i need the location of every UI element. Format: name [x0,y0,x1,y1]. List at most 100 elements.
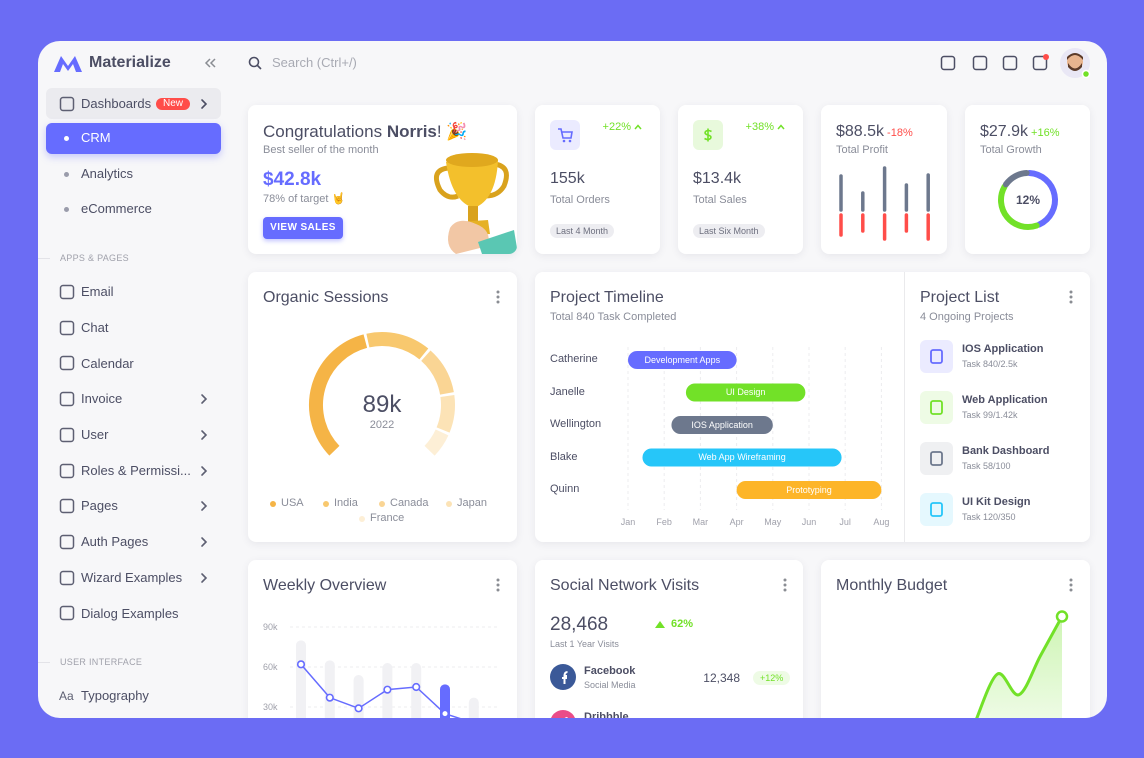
project-task: Task 58/100 [962,460,1011,471]
donut-segment [1002,170,1030,188]
gauge-segment [424,429,449,456]
icon-shape [59,284,75,300]
target: 78% of target 🤘 [263,193,346,206]
legend-label: Japan [457,497,487,510]
menu-dots[interactable] [1069,290,1073,304]
logo-shape [54,56,82,72]
menu-dots[interactable] [1069,578,1073,592]
icon[interactable] [1002,55,1018,71]
trophy-handle [485,161,509,199]
chevron [201,572,208,583]
stat-icon [550,120,580,150]
online-dot [1081,69,1091,79]
menu-item[interactable]: Dialog Examples [81,605,179,621]
menu-dots[interactable] [496,578,500,592]
stat-label: Total Orders [550,194,610,207]
gauge [309,332,455,456]
collapse-line [209,58,216,68]
search-lens [248,56,260,68]
donut-segment [1026,170,1058,228]
menu-dots[interactable] [496,290,500,304]
notify-dot [1043,54,1049,60]
menu-item[interactable]: Pages [81,498,118,514]
line-point [325,693,334,702]
icon[interactable] [1032,54,1049,71]
menu-item[interactable]: Typography [81,688,149,704]
icon-shape [59,391,75,407]
menu-item[interactable]: Auth Pages [81,534,149,550]
task-bar [642,448,842,467]
card: Organic Sessions 89k 2022 USA India Canada Jap… [248,272,517,542]
menu-item[interactable]: Roles & Permissi... [81,462,191,478]
icon-shape [59,570,75,585]
bar [324,660,335,718]
project-name: Bank Dashboard [962,445,1050,458]
icon-glyph [704,128,712,142]
icon [59,498,75,514]
menu-item[interactable]: eCommerce [81,201,152,217]
icon-shape [59,498,75,514]
dashboards-menu[interactable]: Dashboards New [46,88,221,119]
line [975,615,1064,718]
search-input[interactable]: Search (Ctrl+/) [272,55,357,71]
headline-change: -18% [887,127,913,139]
bullet [64,206,69,212]
social-circle [551,710,575,718]
icon-shape [59,320,75,335]
stat-icon [693,120,723,150]
menu-item[interactable]: User [81,427,109,442]
project-task: Task 840/2.5k [962,358,1018,369]
person: Wellington [550,418,602,431]
bar [296,640,306,718]
stat-label: Total Sales [693,194,747,207]
chevron-line [201,429,208,440]
icon-shape [59,463,75,478]
sleeve [478,230,517,254]
menu-item[interactable]: Analytics [81,166,134,182]
avatar[interactable] [1060,48,1091,79]
social-icon [550,664,576,690]
dollar [704,128,712,142]
month-label: Mar [692,516,709,527]
menu-item[interactable]: Wizard Examples [81,569,183,585]
trophy [433,153,517,254]
stat-value: 155k [550,170,585,188]
headline: $27.9k +16% [980,122,1060,143]
dot [783,588,787,592]
gauge-year: 2022 [369,419,395,432]
dot [496,290,500,294]
menu-item[interactable]: Calendar [81,355,134,371]
active-item[interactable] [46,123,221,154]
menu-item[interactable]: Email [81,284,114,300]
card: Weekly Overview 90k 60k 30k [248,560,517,718]
collapse-icon[interactable] [204,58,216,68]
card: +38% $13.4k Total Sales Last Six Month [678,105,803,254]
dot [1069,300,1073,304]
menu-item[interactable]: Chat [81,319,109,335]
donut-label: 12% [1015,192,1041,207]
menu-item[interactable]: Invoice [81,391,123,407]
button[interactable]: VIEW SALES [263,217,343,239]
social-glyph [562,671,568,684]
card: +22% 155k Total Orders Last 4 Month [535,105,660,254]
glyph [930,451,943,466]
trophy-rim [446,153,498,167]
line-point [383,685,392,694]
headline-change: +16% [1031,127,1060,139]
card-subtitle: 4 Ongoing Projects [920,311,1014,324]
chevron-line [201,394,208,404]
task-label: Web App Wireframing [698,452,786,463]
legend-dot [379,501,385,507]
chevron-line [201,572,208,583]
project-icon [920,340,953,373]
trophy-cup [446,155,498,208]
icon[interactable] [940,55,956,71]
menu-item[interactable]: CRM [81,130,111,146]
trophy-handle [433,165,459,200]
menu-dots[interactable] [783,578,787,592]
legend-dot [323,501,329,507]
icon[interactable] [972,55,988,71]
icon-glyph [930,502,943,517]
profit-chart [839,166,930,241]
card-title: Weekly Overview [263,577,387,595]
